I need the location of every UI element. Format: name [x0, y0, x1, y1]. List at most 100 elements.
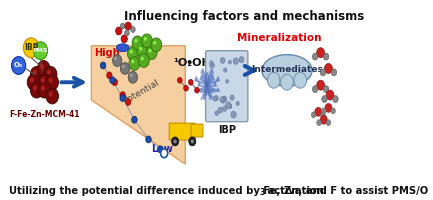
- Circle shape: [231, 111, 236, 118]
- Circle shape: [112, 79, 118, 86]
- Circle shape: [126, 99, 131, 105]
- Polygon shape: [195, 85, 207, 92]
- Circle shape: [45, 66, 57, 82]
- Circle shape: [38, 82, 51, 98]
- Circle shape: [158, 146, 163, 153]
- Circle shape: [130, 50, 133, 54]
- Text: Intermediates: Intermediates: [251, 65, 323, 74]
- Ellipse shape: [262, 55, 312, 86]
- Circle shape: [120, 23, 125, 29]
- Circle shape: [137, 44, 148, 58]
- Polygon shape: [91, 46, 185, 164]
- Polygon shape: [207, 85, 214, 93]
- Polygon shape: [207, 85, 220, 92]
- Circle shape: [113, 55, 122, 66]
- Circle shape: [220, 57, 225, 63]
- Circle shape: [325, 103, 332, 112]
- Polygon shape: [201, 85, 207, 100]
- Circle shape: [153, 41, 156, 45]
- Polygon shape: [207, 69, 213, 85]
- Circle shape: [228, 105, 232, 109]
- Circle shape: [120, 63, 130, 74]
- Circle shape: [30, 66, 43, 82]
- Circle shape: [125, 30, 129, 36]
- Circle shape: [326, 120, 331, 126]
- Circle shape: [146, 46, 157, 60]
- Circle shape: [311, 112, 316, 118]
- Polygon shape: [198, 82, 207, 86]
- Circle shape: [326, 90, 334, 100]
- Circle shape: [233, 58, 239, 64]
- FancyBboxPatch shape: [191, 124, 203, 137]
- Circle shape: [239, 56, 244, 63]
- Circle shape: [33, 70, 37, 75]
- Polygon shape: [207, 77, 220, 85]
- Circle shape: [195, 87, 199, 93]
- Circle shape: [223, 68, 227, 72]
- Circle shape: [146, 136, 151, 143]
- Circle shape: [41, 86, 45, 91]
- Circle shape: [178, 77, 182, 83]
- Circle shape: [114, 57, 117, 60]
- Circle shape: [317, 80, 325, 90]
- FancyBboxPatch shape: [206, 51, 248, 122]
- Text: Potential: Potential: [121, 78, 160, 106]
- Polygon shape: [207, 85, 213, 100]
- Circle shape: [46, 74, 58, 90]
- Text: •OH: •OH: [186, 58, 211, 68]
- Circle shape: [149, 49, 152, 53]
- Text: F-Fe-Zn-MCM-41: F-Fe-Zn-MCM-41: [9, 110, 80, 119]
- Circle shape: [331, 108, 336, 114]
- Circle shape: [312, 86, 318, 93]
- Circle shape: [323, 53, 329, 60]
- Circle shape: [127, 47, 138, 61]
- Circle shape: [230, 95, 234, 100]
- Circle shape: [315, 107, 322, 116]
- Circle shape: [120, 95, 126, 101]
- Circle shape: [131, 60, 134, 64]
- Circle shape: [141, 57, 144, 61]
- Circle shape: [222, 96, 227, 102]
- Text: Utilizing the potential difference induced by Fe, Zn, and F to assist PMS/O: Utilizing the potential difference induc…: [9, 186, 429, 196]
- Circle shape: [122, 65, 125, 68]
- Circle shape: [107, 72, 112, 79]
- Polygon shape: [207, 75, 214, 85]
- Circle shape: [220, 97, 226, 103]
- Circle shape: [229, 60, 232, 64]
- Circle shape: [333, 96, 338, 102]
- Ellipse shape: [116, 44, 129, 52]
- Circle shape: [40, 64, 44, 69]
- Circle shape: [125, 22, 131, 30]
- Polygon shape: [200, 75, 207, 85]
- Circle shape: [226, 79, 229, 83]
- Circle shape: [188, 79, 193, 85]
- Circle shape: [116, 27, 122, 35]
- Circle shape: [320, 112, 325, 118]
- Circle shape: [220, 97, 224, 102]
- Text: PMS: PMS: [33, 48, 48, 53]
- Circle shape: [184, 85, 188, 91]
- Text: 3: 3: [260, 188, 265, 197]
- Circle shape: [100, 62, 106, 69]
- Circle shape: [210, 63, 214, 68]
- Polygon shape: [206, 72, 209, 85]
- Circle shape: [132, 116, 137, 123]
- Circle shape: [191, 139, 194, 143]
- Circle shape: [323, 86, 329, 93]
- Circle shape: [12, 57, 26, 74]
- Circle shape: [142, 34, 152, 48]
- Circle shape: [37, 61, 50, 76]
- Circle shape: [27, 74, 40, 90]
- Circle shape: [226, 102, 231, 108]
- Circle shape: [33, 86, 37, 91]
- Circle shape: [161, 149, 168, 158]
- Circle shape: [130, 27, 135, 32]
- Circle shape: [214, 95, 218, 101]
- FancyBboxPatch shape: [169, 123, 195, 140]
- Polygon shape: [200, 85, 207, 93]
- Circle shape: [213, 96, 217, 101]
- Circle shape: [128, 71, 138, 83]
- Circle shape: [49, 92, 53, 97]
- Text: ¹O₂: ¹O₂: [173, 58, 193, 68]
- Circle shape: [268, 72, 280, 88]
